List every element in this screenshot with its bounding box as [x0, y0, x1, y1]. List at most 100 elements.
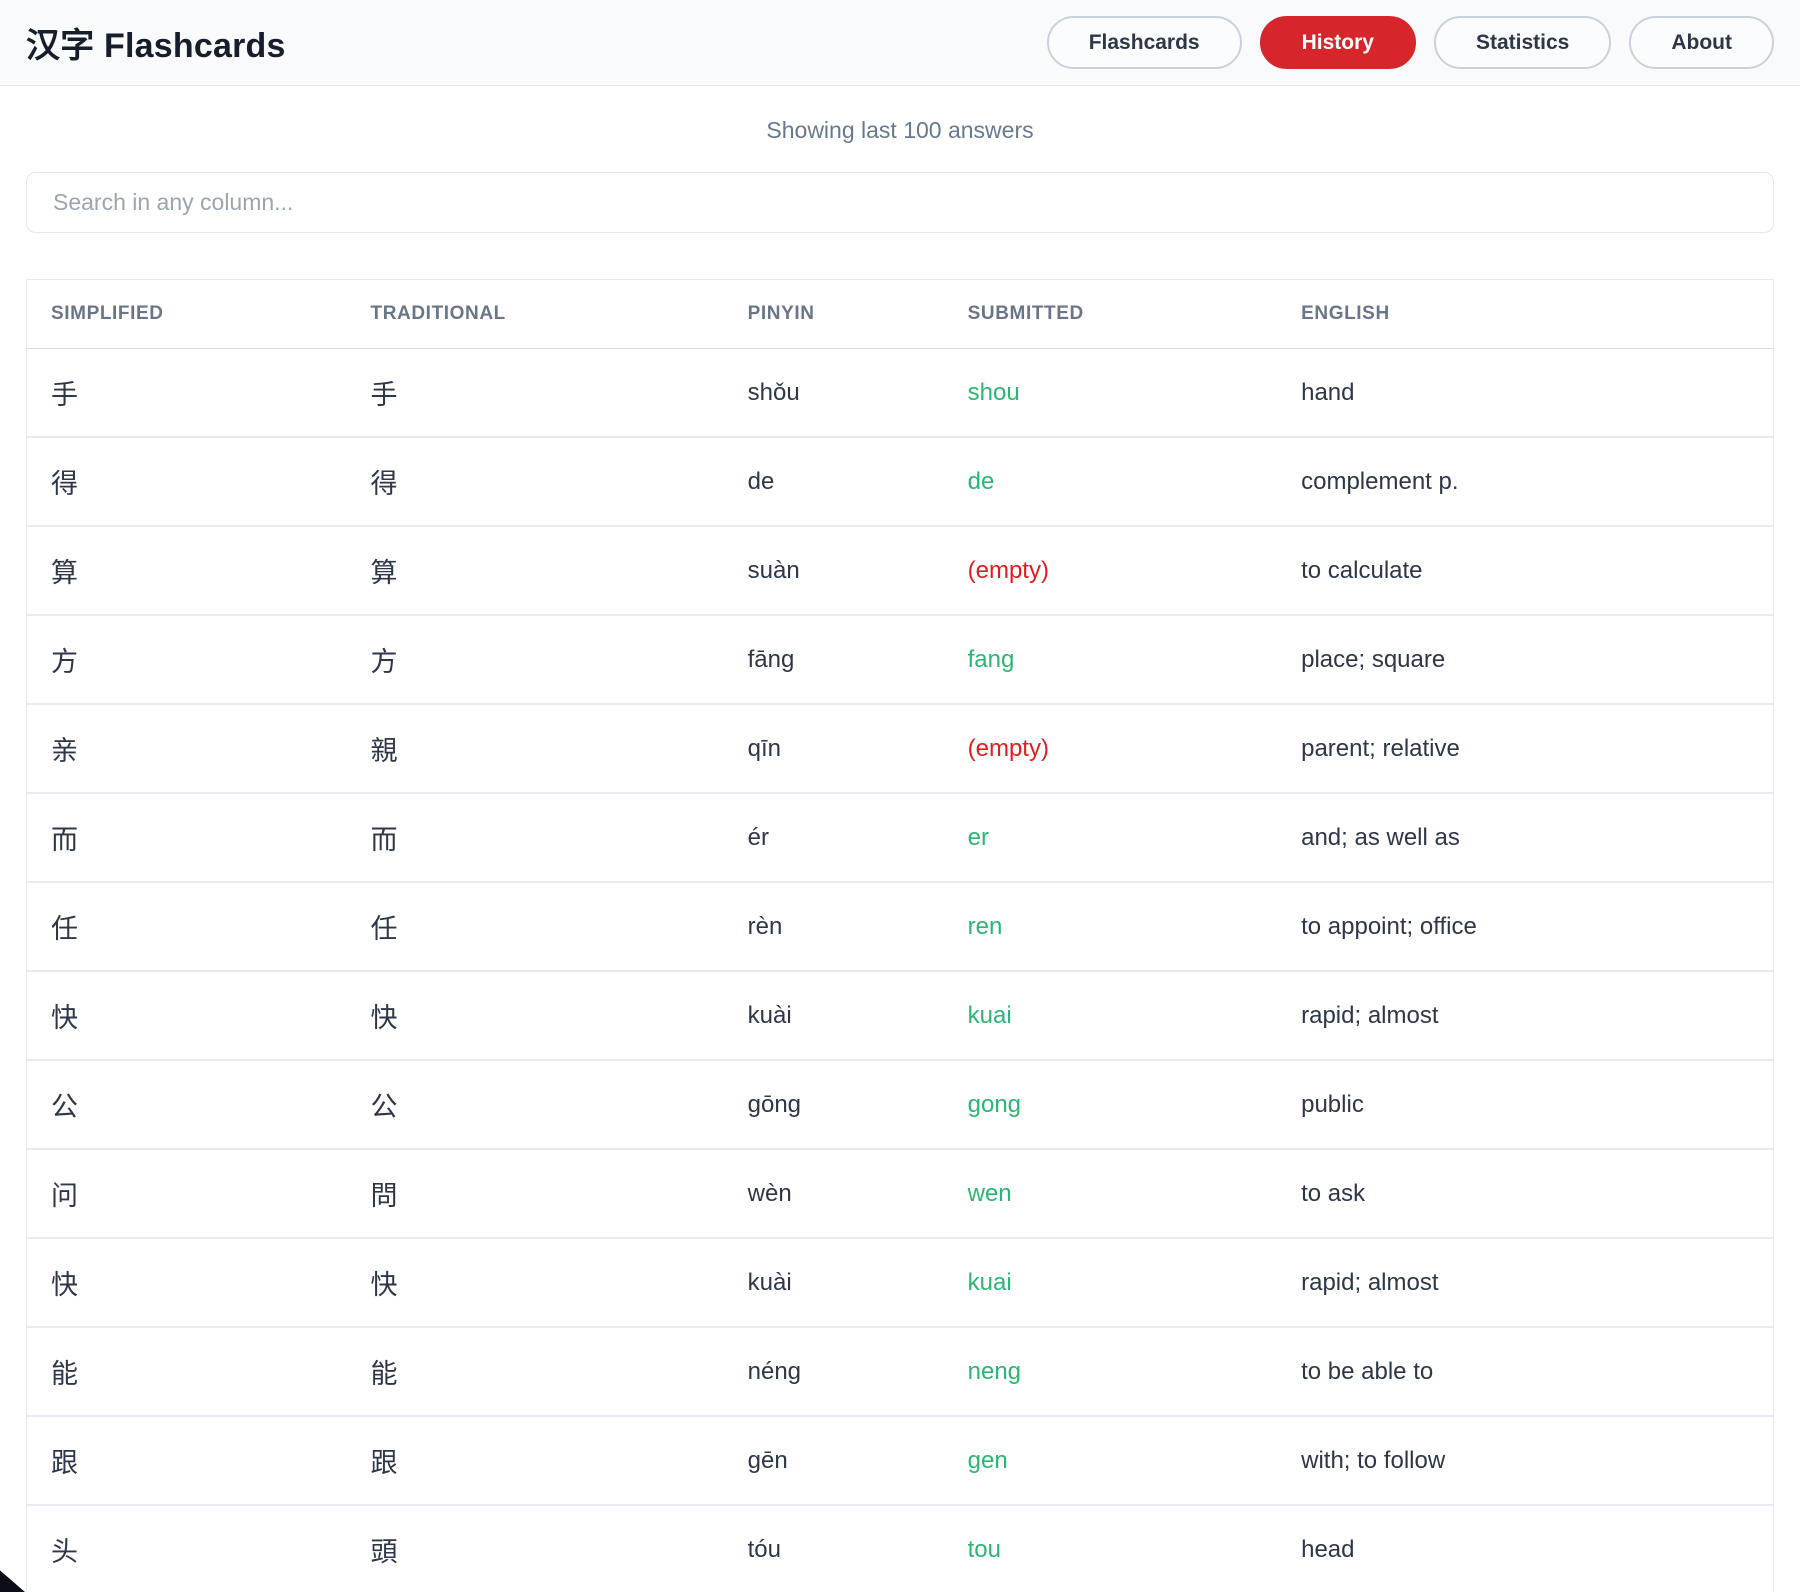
table-row: 快 快 kuài kuai rapid; almost	[27, 1238, 1773, 1328]
cell-simplified: 公	[27, 1060, 347, 1150]
cell-english: to be able to	[1277, 1327, 1773, 1417]
cell-submitted: neng	[943, 1327, 1278, 1417]
cell-english: to ask	[1277, 1149, 1773, 1239]
cell-traditional: 問	[346, 1149, 724, 1239]
cell-pinyin: de	[723, 437, 944, 527]
table-row: 得 得 de de complement p.	[27, 437, 1773, 527]
history-table-body: 手 手 shǒu shou hand 得 得 de de complement …	[27, 348, 1773, 1592]
cell-pinyin: qīn	[723, 704, 944, 794]
cell-submitted: (empty)	[943, 704, 1278, 794]
cell-english: place; square	[1277, 615, 1773, 705]
cell-pinyin: shǒu	[723, 348, 944, 438]
cell-simplified: 快	[27, 971, 347, 1061]
cell-pinyin: rèn	[723, 882, 944, 972]
cell-english: with; to follow	[1277, 1416, 1773, 1506]
top-bar: 汉字 Flashcards Flashcards History Statistic…	[0, 0, 1800, 86]
cell-submitted: gen	[943, 1416, 1278, 1506]
cell-pinyin: kuài	[723, 971, 944, 1061]
cell-submitted: fang	[943, 615, 1278, 705]
cell-traditional: 公	[346, 1060, 724, 1150]
column-header-submitted[interactable]: Submitted	[943, 280, 1278, 349]
main-nav: Flashcards History Statistics About	[1046, 15, 1774, 70]
cell-english: parent; relative	[1277, 704, 1773, 794]
cell-submitted: wen	[943, 1149, 1278, 1239]
cell-traditional: 頭	[346, 1505, 724, 1592]
cell-traditional: 算	[346, 526, 724, 616]
column-header-simplified[interactable]: Simplified	[27, 280, 347, 349]
cell-english: to calculate	[1277, 526, 1773, 616]
table-row: 跟 跟 gēn gen with; to follow	[27, 1416, 1773, 1506]
cell-traditional: 快	[346, 1238, 724, 1328]
cell-simplified: 能	[27, 1327, 347, 1417]
cell-pinyin: wèn	[723, 1149, 944, 1239]
table-row: 任 任 rèn ren to appoint; office	[27, 882, 1773, 972]
cell-submitted: kuai	[943, 1238, 1278, 1328]
history-table-container: Simplified Traditional Pinyin Submitted …	[26, 279, 1774, 1592]
page-title: 汉字 Flashcards	[26, 27, 286, 65]
cell-submitted: de	[943, 437, 1278, 527]
cell-english: head	[1277, 1505, 1773, 1592]
cell-traditional: 任	[346, 882, 724, 972]
table-row: 算 算 suàn (empty) to calculate	[27, 526, 1773, 616]
cell-submitted: ren	[943, 882, 1278, 972]
column-header-traditional[interactable]: Traditional	[346, 280, 724, 349]
cell-simplified: 快	[27, 1238, 347, 1328]
cell-traditional: 能	[346, 1327, 724, 1417]
table-header-row: Simplified Traditional Pinyin Submitted …	[27, 280, 1773, 349]
cell-simplified: 任	[27, 882, 347, 972]
cell-submitted: er	[943, 793, 1278, 883]
cell-pinyin: gōng	[723, 1060, 944, 1150]
table-row: 亲 親 qīn (empty) parent; relative	[27, 704, 1773, 794]
cell-traditional: 跟	[346, 1416, 724, 1506]
cell-english: hand	[1277, 348, 1773, 438]
cell-pinyin: suàn	[723, 526, 944, 616]
cell-pinyin: gēn	[723, 1416, 944, 1506]
cell-pinyin: néng	[723, 1327, 944, 1417]
history-table: Simplified Traditional Pinyin Submitted …	[27, 280, 1773, 1592]
cell-traditional: 方	[346, 615, 724, 705]
table-row: 而 而 ér er and; as well as	[27, 793, 1773, 883]
column-header-pinyin[interactable]: Pinyin	[723, 280, 944, 349]
cell-submitted: kuai	[943, 971, 1278, 1061]
cell-simplified: 跟	[27, 1416, 347, 1506]
nav-button-history[interactable]: History	[1259, 15, 1416, 70]
cell-simplified: 手	[27, 348, 347, 438]
cell-simplified: 头	[27, 1505, 347, 1592]
cell-simplified: 算	[27, 526, 347, 616]
cell-simplified: 亲	[27, 704, 347, 794]
table-row: 能 能 néng neng to be able to	[27, 1327, 1773, 1417]
cell-traditional: 親	[346, 704, 724, 794]
cell-pinyin: tóu	[723, 1505, 944, 1592]
cell-pinyin: fāng	[723, 615, 944, 705]
nav-button-statistics[interactable]: Statistics	[1433, 15, 1612, 70]
cell-simplified: 而	[27, 793, 347, 883]
cell-english: complement p.	[1277, 437, 1773, 527]
nav-button-about[interactable]: About	[1629, 15, 1774, 70]
cell-english: rapid; almost	[1277, 971, 1773, 1061]
table-row: 公 公 gōng gong public	[27, 1060, 1773, 1150]
cell-english: and; as well as	[1277, 793, 1773, 883]
cell-pinyin: ér	[723, 793, 944, 883]
table-row: 手 手 shǒu shou hand	[27, 348, 1773, 438]
cell-submitted: (empty)	[943, 526, 1278, 616]
search-input[interactable]	[26, 172, 1774, 233]
column-header-english[interactable]: English	[1277, 280, 1773, 349]
cell-simplified: 得	[27, 437, 347, 527]
cell-traditional: 得	[346, 437, 724, 527]
cell-english: public	[1277, 1060, 1773, 1150]
nav-button-flashcards[interactable]: Flashcards	[1046, 15, 1242, 70]
cell-traditional: 快	[346, 971, 724, 1061]
cell-submitted: gong	[943, 1060, 1278, 1150]
cell-english: rapid; almost	[1277, 1238, 1773, 1328]
table-row: 头 頭 tóu tou head	[27, 1505, 1773, 1592]
cell-traditional: 手	[346, 348, 724, 438]
cell-submitted: tou	[943, 1505, 1278, 1592]
cell-simplified: 方	[27, 615, 347, 705]
cell-pinyin: kuài	[723, 1238, 944, 1328]
table-row: 快 快 kuài kuai rapid; almost	[27, 971, 1773, 1061]
cell-traditional: 而	[346, 793, 724, 883]
table-row: 问 問 wèn wen to ask	[27, 1149, 1773, 1239]
cell-submitted: shou	[943, 348, 1278, 438]
search-bar	[0, 172, 1800, 233]
history-count-label: Showing last 100 answers	[766, 117, 1034, 143]
